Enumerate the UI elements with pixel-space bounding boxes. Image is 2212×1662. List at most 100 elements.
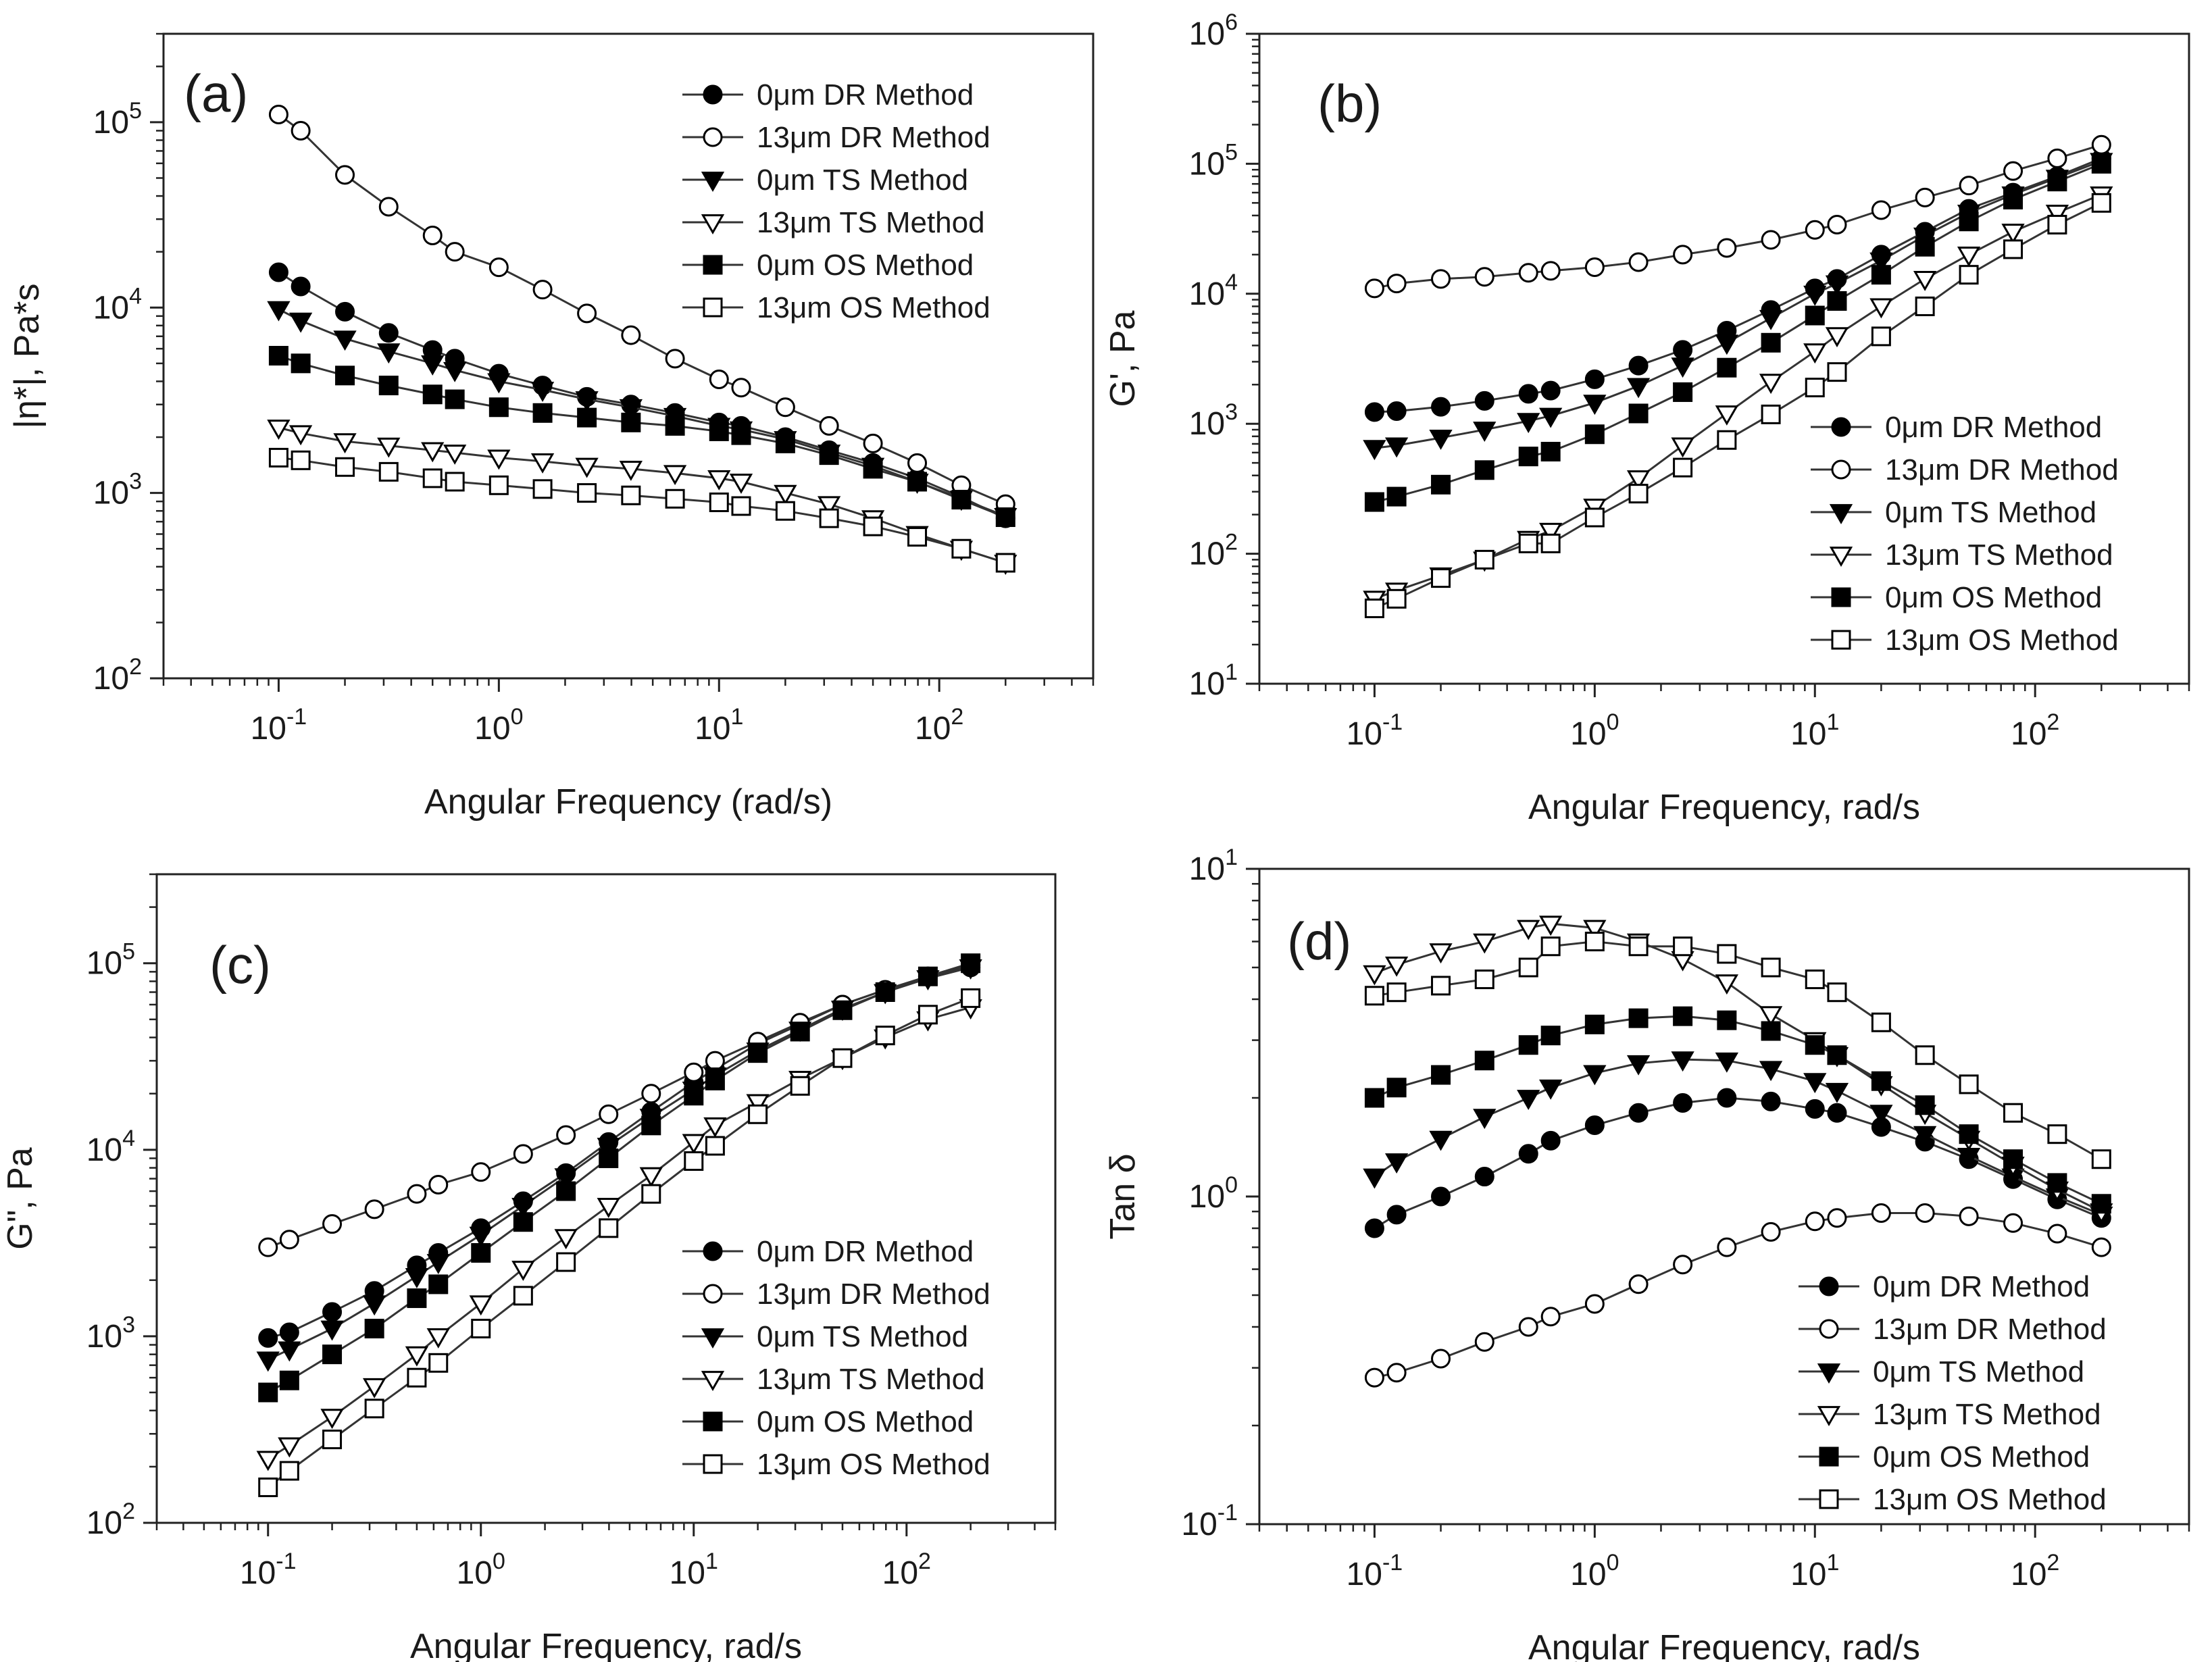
data-point [258, 1237, 278, 1257]
series-line [1374, 163, 2102, 503]
data-point [1803, 343, 1827, 364]
data-point [619, 460, 643, 481]
data-point [1386, 1363, 1407, 1383]
data-point [1429, 943, 1453, 964]
legend-marker [703, 255, 723, 275]
data-point [575, 457, 599, 478]
data-point [258, 1477, 278, 1497]
y-tick-label: 103 [1189, 399, 1238, 442]
x-axis-title: Angular Frequency, rad/s [410, 1627, 802, 1662]
panel-d: 10-1 100 101 102 10-1 100 101 Angular Frequency… [1103, 845, 2190, 1662]
legend: 0μm DR Method 13μm DR Method 0μm TS Method… [1799, 1270, 2107, 1516]
data-point [322, 1302, 343, 1322]
data-point [775, 397, 795, 418]
data-point [684, 1086, 704, 1106]
data-point [1584, 1294, 1605, 1314]
legend-marker [701, 1371, 725, 1391]
y-tick-label: 104 [93, 283, 142, 326]
data-point [1518, 1317, 1538, 1337]
plot-frame [155, 873, 1057, 1524]
x-tick-label: 100 [1570, 709, 1619, 752]
data-point [819, 416, 839, 436]
data-point [1364, 1218, 1384, 1238]
data-point [1364, 986, 1384, 1006]
data-point [556, 1252, 576, 1272]
legend-label: 0μm OS Method [1873, 1440, 2090, 1474]
data-point [1673, 340, 1693, 360]
data-point [682, 1134, 705, 1155]
data-point [1628, 1103, 1649, 1123]
data-point [1717, 944, 1737, 964]
data-point [268, 447, 288, 468]
data-point [748, 1043, 768, 1063]
legend-marker [703, 1241, 723, 1261]
data-point [1913, 1126, 1937, 1147]
data-point [1473, 422, 1497, 442]
data-point [426, 1328, 450, 1349]
x-tick-label: 101 [1790, 1550, 1839, 1592]
data-point [1363, 965, 1386, 986]
data-point [1364, 402, 1384, 422]
data-point [362, 1295, 386, 1316]
data-point [575, 391, 599, 412]
series-2 [1363, 1051, 2113, 1227]
data-point [907, 453, 928, 473]
data-point [1805, 378, 1825, 398]
y-tick-label: 101 [1189, 659, 1238, 702]
legend-marker [701, 172, 725, 192]
data-point [1540, 380, 1561, 401]
data-point [554, 1168, 578, 1189]
data-point [1869, 298, 1893, 319]
data-point [513, 1286, 533, 1306]
data-point [1628, 484, 1649, 504]
data-point [421, 442, 445, 463]
data-point [1805, 1035, 1825, 1055]
data-point [488, 475, 509, 495]
data-point [1759, 1061, 1783, 1082]
data-point [1518, 533, 1538, 553]
data-point [1628, 403, 1649, 424]
y-tick-label: 106 [1189, 9, 1238, 52]
data-point [335, 165, 355, 185]
x-tick-label: 100 [1570, 1550, 1619, 1592]
data-point [378, 323, 399, 343]
data-point [1827, 1045, 1847, 1065]
data-point [377, 343, 401, 364]
panel-label: (c) [209, 935, 271, 994]
x-tick-label: 10-1 [1347, 1550, 1403, 1592]
data-point [709, 421, 729, 441]
data-point [1431, 1065, 1451, 1085]
data-point [1364, 492, 1384, 512]
data-point [2045, 204, 2069, 225]
data-point [532, 403, 553, 423]
data-point [641, 1115, 661, 1136]
data-point [1871, 200, 1891, 220]
y-tick-label: 103 [93, 469, 142, 511]
data-point [1805, 970, 1825, 990]
data-point [907, 472, 928, 492]
data-point [377, 437, 401, 458]
data-point [684, 1062, 704, 1082]
data-point [1517, 1090, 1540, 1110]
data-point [335, 301, 355, 322]
data-point [1517, 413, 1540, 434]
data-point [511, 1198, 535, 1218]
x-tick-label: 100 [457, 1548, 505, 1591]
data-point [268, 105, 288, 125]
data-point [684, 1151, 704, 1172]
legend-marker [703, 1411, 723, 1432]
data-point [554, 1229, 578, 1250]
data-point [407, 1184, 427, 1204]
legend-marker [701, 214, 725, 234]
data-point [951, 490, 972, 510]
data-point [1584, 1115, 1605, 1136]
data-point [875, 1026, 895, 1046]
data-point [2091, 134, 2111, 155]
legend-label: 13μm OS Method [757, 291, 990, 324]
data-point [279, 1322, 299, 1342]
data-point [291, 120, 311, 141]
legend-marker [701, 1328, 725, 1349]
data-point [1871, 1012, 1891, 1032]
series-1 [268, 105, 1015, 514]
data-point [1626, 1055, 1651, 1076]
